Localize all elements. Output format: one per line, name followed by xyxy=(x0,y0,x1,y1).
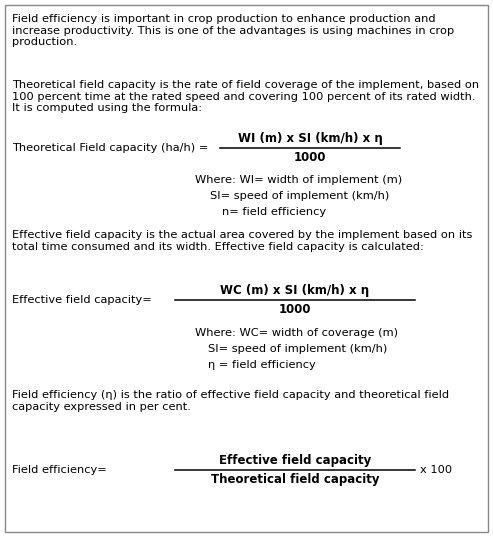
Text: Where: WI= width of implement (m): Where: WI= width of implement (m) xyxy=(195,175,402,185)
Text: Field efficiency is important in crop production to enhance production and
incre: Field efficiency is important in crop pr… xyxy=(12,14,454,47)
Text: 1000: 1000 xyxy=(294,151,326,164)
Text: x 100: x 100 xyxy=(420,465,452,475)
Text: Effective field capacity is the actual area covered by the implement based on it: Effective field capacity is the actual a… xyxy=(12,230,472,252)
Text: SI= speed of implement (km/h): SI= speed of implement (km/h) xyxy=(208,344,387,354)
Text: WI (m) x SI (km/h) x η: WI (m) x SI (km/h) x η xyxy=(238,132,383,145)
Text: Theoretical field capacity: Theoretical field capacity xyxy=(211,473,379,486)
Text: Field efficiency=: Field efficiency= xyxy=(12,465,107,475)
Text: Effective field capacity=: Effective field capacity= xyxy=(12,295,152,305)
Text: 1000: 1000 xyxy=(279,303,311,316)
Text: Where: WC= width of coverage (m): Where: WC= width of coverage (m) xyxy=(195,328,398,338)
Text: Effective field capacity: Effective field capacity xyxy=(219,454,371,467)
Text: Theoretical Field capacity (ha/h) =: Theoretical Field capacity (ha/h) = xyxy=(12,143,208,153)
Text: Theoretical field capacity is the rate of field coverage of the implement, based: Theoretical field capacity is the rate o… xyxy=(12,80,479,113)
Text: n= field efficiency: n= field efficiency xyxy=(222,207,326,217)
Text: SI= speed of implement (km/h): SI= speed of implement (km/h) xyxy=(210,191,389,201)
Text: η = field efficiency: η = field efficiency xyxy=(208,360,316,370)
Text: WC (m) x SI (km/h) x η: WC (m) x SI (km/h) x η xyxy=(220,284,370,297)
Text: Field efficiency (η) is the ratio of effective field capacity and theoretical fi: Field efficiency (η) is the ratio of eff… xyxy=(12,390,449,411)
